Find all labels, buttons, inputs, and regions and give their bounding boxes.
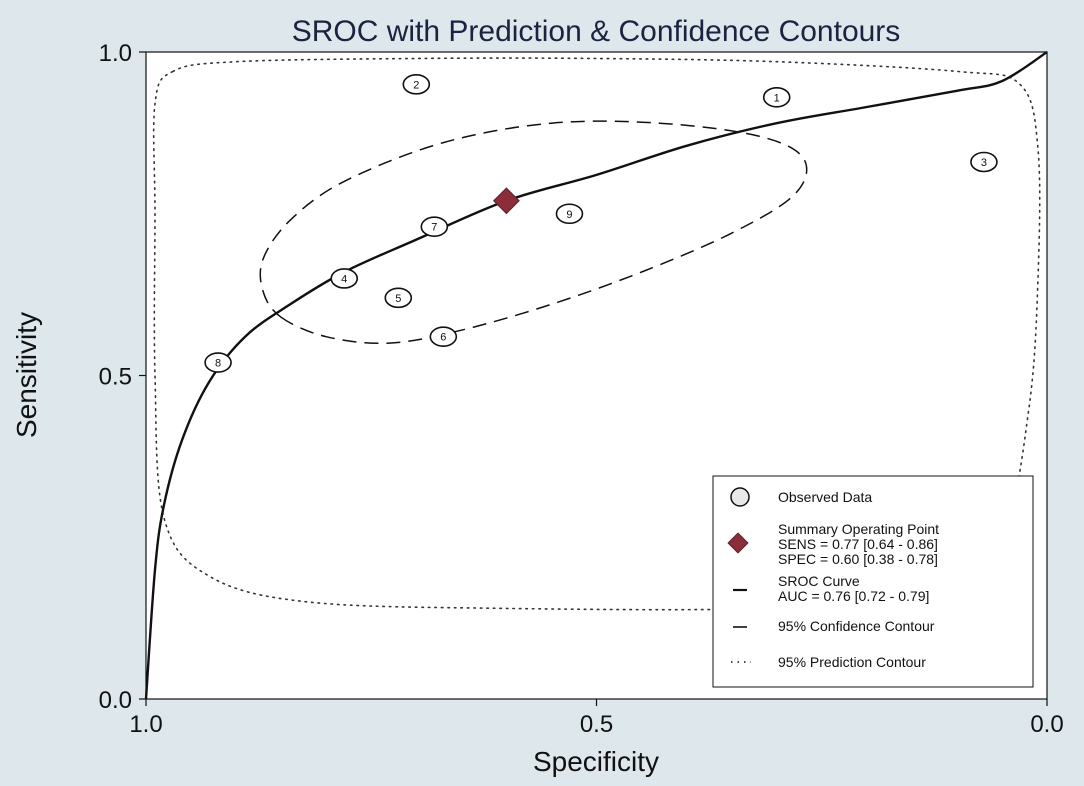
points-layer: 1 2 3 4 5 6 7 8 9 <box>204 74 998 373</box>
legend-sroc-title: SROC Curve <box>778 573 860 589</box>
legend-box <box>712 475 1034 688</box>
legend-summary-sens: SENS = 0.77 [0.64 - 0.86] <box>778 536 938 552</box>
legend-confidence-label: 95% Confidence Contour <box>778 618 935 634</box>
x-tick-label-0.0: 0.0 <box>1030 711 1063 738</box>
observed-point-label-3: 3 <box>981 157 987 169</box>
prediction-contour <box>152 57 1041 611</box>
legend-summary-title: Summary Operating Point <box>778 521 939 537</box>
y-tick-label-0.5: 0.5 <box>99 364 132 391</box>
legend-summary-symbol <box>727 532 749 554</box>
legend-prediction-label: 95% Prediction Contour <box>778 654 926 670</box>
observed-point-label-6: 6 <box>440 332 446 344</box>
observed-point-label-9: 9 <box>566 209 572 221</box>
observed-point-5 <box>384 287 413 309</box>
observed-point-label-7: 7 <box>431 222 437 234</box>
legend-sroc-auc: AUC = 0.76 [0.72 - 0.79] <box>778 588 929 604</box>
legend: Observed Data Summary Operating Point SE… <box>712 475 1034 688</box>
observed-point-2 <box>402 74 431 95</box>
observed-point-3 <box>970 151 998 173</box>
axes-layer: 1.0 0.5 0.0 0.0 0.5 1.0 <box>99 40 1064 738</box>
contours-layer <box>144 50 1048 700</box>
observed-point-label-4: 4 <box>341 273 347 285</box>
y-axis-label: Sensitivity <box>11 312 42 438</box>
x-tick-label-1.0: 1.0 <box>129 711 162 738</box>
observed-point-label-1: 1 <box>774 92 780 104</box>
y-tick-label-0.0: 0.0 <box>99 687 132 714</box>
observed-point-4 <box>330 268 359 289</box>
chart-title: SROC with Prediction & Confidence Contou… <box>292 15 901 48</box>
confidence-contour <box>259 120 808 345</box>
observed-point-9 <box>555 203 584 225</box>
observed-point-label-5: 5 <box>395 293 401 305</box>
y-tick-label-1.0: 1.0 <box>99 40 132 67</box>
legend-observed-label: Observed Data <box>778 489 872 505</box>
x-tick-label-0.5: 0.5 <box>580 711 613 738</box>
legend-summary-spec: SPEC = 0.60 [0.38 - 0.78] <box>778 551 938 567</box>
legend-observed-symbol <box>730 487 750 507</box>
observed-point-label-8: 8 <box>215 358 221 370</box>
observed-point-6 <box>429 326 458 347</box>
observed-point-label-2: 2 <box>413 79 419 91</box>
summary-operating-point <box>492 187 520 215</box>
observed-point-7 <box>420 216 449 237</box>
observed-point-8 <box>204 352 232 373</box>
x-axis-label: Specificity <box>533 746 659 777</box>
observed-point-1 <box>762 86 791 108</box>
sroc-curve <box>144 50 1048 700</box>
